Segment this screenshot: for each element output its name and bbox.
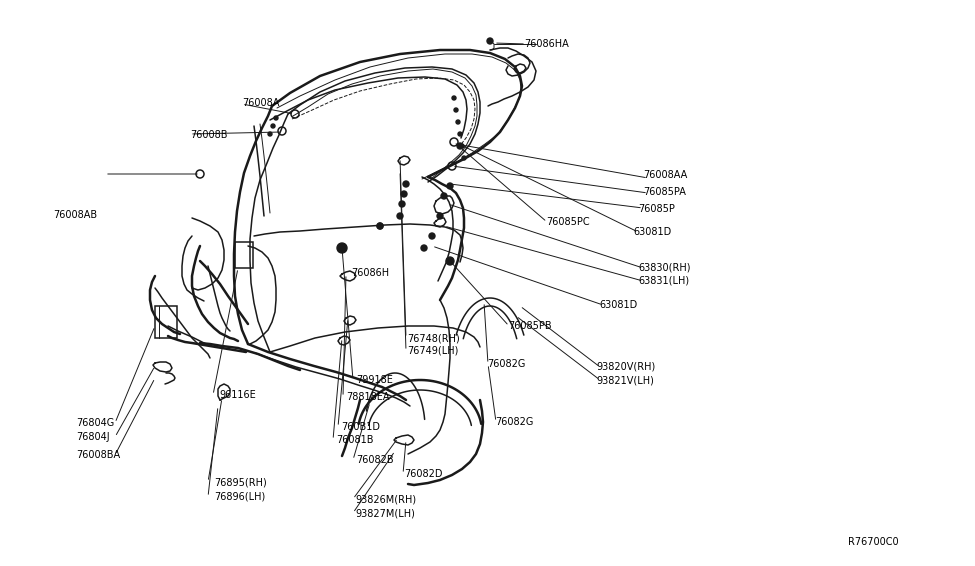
Text: 76086HA: 76086HA [525, 38, 569, 49]
Text: 76082G: 76082G [495, 417, 533, 427]
Text: R76700C0: R76700C0 [848, 537, 899, 547]
Circle shape [458, 132, 462, 136]
Circle shape [397, 213, 403, 219]
Text: 63081D: 63081D [634, 227, 672, 237]
Text: 93827M(LH): 93827M(LH) [356, 508, 415, 518]
Text: 76008A: 76008A [242, 98, 279, 108]
Text: 76085PB: 76085PB [508, 321, 552, 331]
Text: 76082B: 76082B [356, 455, 394, 465]
Text: 76081B: 76081B [336, 435, 373, 445]
Circle shape [399, 201, 405, 207]
Text: 63081D: 63081D [600, 299, 638, 310]
Text: 79918E: 79918E [356, 375, 393, 385]
Circle shape [377, 223, 383, 229]
Text: 96116E: 96116E [219, 390, 256, 400]
Text: 76085PA: 76085PA [644, 187, 686, 198]
Text: 76086H: 76086H [351, 268, 389, 278]
Text: 76008BA: 76008BA [76, 450, 120, 460]
Text: 76008AA: 76008AA [644, 170, 687, 181]
Circle shape [429, 233, 435, 239]
Text: 76085PC: 76085PC [546, 217, 590, 228]
Circle shape [446, 257, 454, 265]
Text: 760B1D: 760B1D [341, 422, 380, 432]
Text: 93821V(LH): 93821V(LH) [597, 375, 654, 385]
Text: 93826M(RH): 93826M(RH) [356, 494, 417, 504]
Bar [155, 306, 177, 338]
Circle shape [271, 124, 275, 128]
Circle shape [274, 116, 278, 120]
Circle shape [437, 213, 443, 219]
Text: 76895(RH): 76895(RH) [214, 477, 267, 487]
Circle shape [460, 144, 464, 148]
Circle shape [487, 38, 493, 44]
Text: 63831(LH): 63831(LH) [639, 276, 689, 286]
Circle shape [462, 156, 466, 160]
Circle shape [452, 96, 456, 100]
Text: 76749(LH): 76749(LH) [408, 346, 459, 356]
Text: 76008AB: 76008AB [54, 210, 98, 220]
Text: 76008B: 76008B [190, 130, 227, 140]
Text: 76082G: 76082G [488, 359, 526, 369]
Text: 93820V(RH): 93820V(RH) [597, 362, 656, 372]
Text: 76896(LH): 76896(LH) [214, 492, 266, 502]
Circle shape [401, 191, 407, 197]
Text: 78818EA: 78818EA [346, 392, 390, 402]
Circle shape [457, 143, 463, 149]
Circle shape [447, 183, 453, 189]
Circle shape [454, 108, 458, 112]
Circle shape [377, 223, 383, 229]
Text: 76804G: 76804G [76, 418, 114, 428]
Text: 76804J: 76804J [76, 432, 109, 442]
Circle shape [421, 245, 427, 251]
Text: 76085P: 76085P [639, 204, 676, 215]
Text: 63830(RH): 63830(RH) [639, 263, 691, 273]
Circle shape [337, 243, 347, 253]
Text: 76748(RH): 76748(RH) [408, 333, 460, 344]
Text: 76082D: 76082D [405, 469, 443, 479]
Circle shape [403, 181, 409, 187]
Circle shape [268, 132, 272, 136]
Circle shape [441, 193, 447, 199]
Bar [235, 242, 253, 268]
Circle shape [456, 120, 460, 124]
